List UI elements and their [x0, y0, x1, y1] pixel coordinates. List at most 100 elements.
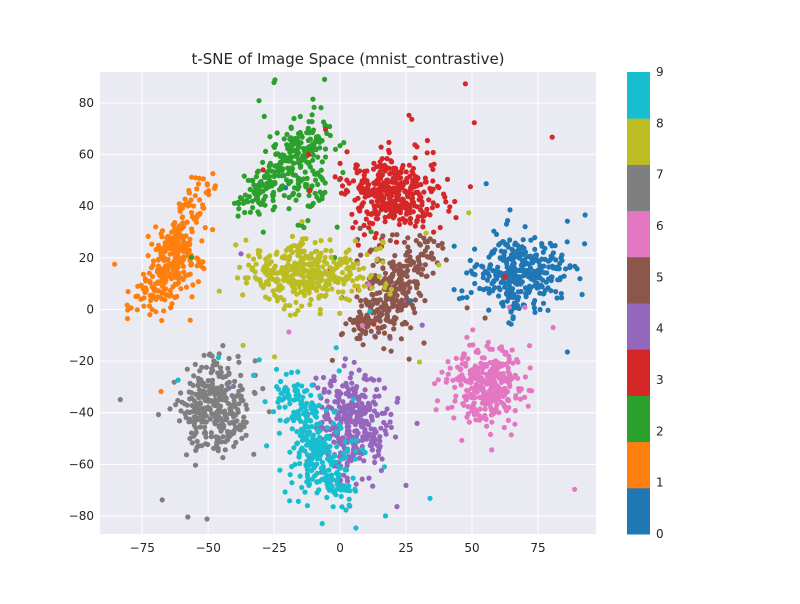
scatter-point	[430, 256, 437, 262]
scatter-point	[373, 191, 379, 197]
scatter-point	[160, 249, 166, 255]
scatter-point	[411, 267, 418, 273]
scatter-point	[225, 365, 231, 371]
scatter-point	[310, 127, 317, 133]
scatter-point	[495, 273, 501, 279]
scatter-point	[313, 275, 319, 281]
scatter-point	[507, 207, 513, 213]
scatter-point	[258, 282, 264, 288]
x-tick-label: −50	[196, 541, 221, 555]
scatter-point	[419, 199, 425, 205]
scatter-point	[242, 275, 248, 281]
scatter-point	[280, 267, 286, 273]
scatter-point	[450, 377, 456, 383]
scatter-point	[372, 393, 378, 400]
scatter-point	[183, 452, 190, 458]
scatter-point	[504, 291, 510, 297]
scatter-point	[421, 340, 427, 346]
scatter-point	[276, 173, 282, 179]
scatter-point	[302, 169, 308, 175]
scatter-point	[217, 403, 223, 409]
scatter-point	[481, 378, 487, 384]
scatter-point	[544, 270, 550, 276]
scatter-point	[539, 241, 545, 247]
scatter-point	[556, 266, 562, 272]
scatter-point	[517, 396, 524, 402]
scatter-point	[340, 277, 346, 283]
scatter-point	[212, 185, 218, 191]
scatter-point	[350, 278, 356, 284]
scatter-point	[314, 437, 320, 443]
scatter-point	[357, 225, 363, 231]
scatter-point	[219, 383, 225, 389]
scatter-point	[197, 424, 203, 430]
scatter-point	[198, 377, 204, 383]
scatter-point	[319, 459, 325, 466]
scatter-point	[496, 242, 502, 248]
scatter-point	[452, 384, 458, 390]
scatter-point	[427, 236, 433, 242]
scatter-point	[318, 105, 324, 111]
scatter-point	[382, 219, 388, 225]
colorbar: 0 1 2 3 4 5 6 7 8 9	[627, 65, 664, 541]
scatter-point	[502, 361, 508, 368]
scatter-point	[394, 399, 400, 405]
scatter-point	[194, 186, 200, 192]
scatter-point	[209, 381, 215, 387]
scatter-point	[200, 259, 206, 265]
scatter-point	[533, 281, 539, 287]
scatter-point	[429, 205, 435, 211]
colorbar-segment	[627, 441, 650, 489]
scatter-point	[293, 299, 299, 305]
scatter-point	[324, 435, 330, 441]
scatter-point	[301, 224, 307, 231]
scatter-point	[275, 386, 282, 392]
scatter-point	[347, 269, 353, 275]
scatter-point	[189, 174, 195, 180]
scatter-point	[417, 232, 423, 239]
scatter-point	[355, 414, 361, 420]
scatter-point	[465, 356, 471, 362]
scatter-point	[315, 154, 321, 160]
scatter-point	[421, 189, 427, 195]
scatter-point	[169, 246, 175, 252]
colorbar-tick-label: 5	[656, 270, 664, 284]
scatter-point	[369, 199, 375, 205]
scatter-point	[500, 375, 506, 381]
scatter-point	[335, 473, 341, 479]
scatter-point	[479, 365, 485, 371]
scatter-point	[412, 297, 418, 303]
scatter-point	[531, 305, 538, 311]
scatter-point	[260, 167, 266, 173]
scatter-point	[370, 483, 376, 489]
scatter-point	[346, 496, 352, 502]
scatter-point	[314, 470, 320, 476]
colorbar-tick-label: 1	[656, 476, 664, 490]
scatter-point	[295, 150, 301, 156]
scatter-point	[257, 254, 263, 260]
scatter-point	[296, 158, 302, 164]
scatter-point	[424, 211, 431, 217]
scatter-point	[459, 288, 465, 294]
scatter-point	[196, 197, 203, 203]
scatter-point	[351, 317, 357, 323]
scatter-point	[368, 376, 374, 382]
scatter-point	[361, 458, 367, 464]
scatter-point	[511, 300, 517, 306]
scatter-point	[510, 314, 516, 320]
scatter-point	[124, 302, 130, 308]
scatter-point	[287, 396, 293, 402]
scatter-point	[347, 375, 353, 381]
scatter-point	[203, 441, 209, 447]
scatter-point	[352, 486, 358, 492]
scatter-point	[374, 386, 380, 393]
scatter-point	[300, 394, 306, 400]
scatter-point	[564, 349, 571, 355]
scatter-point	[169, 301, 175, 307]
scatter-point	[522, 374, 529, 380]
scatter-point	[549, 243, 555, 249]
scatter-point	[376, 187, 382, 193]
scatter-point	[163, 278, 169, 284]
scatter-point	[344, 419, 350, 425]
scatter-point	[376, 180, 382, 186]
